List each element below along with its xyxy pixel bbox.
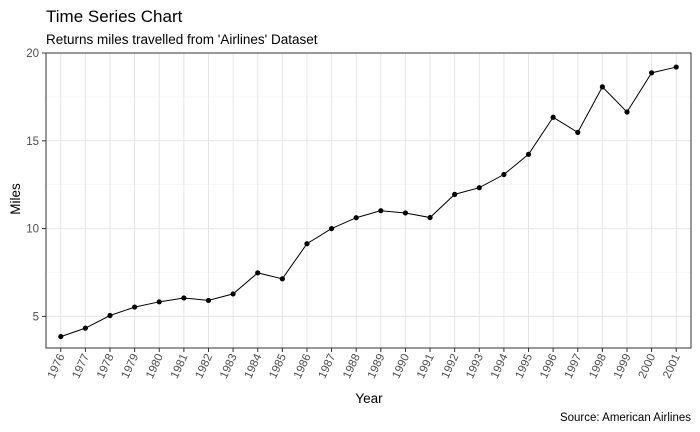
x-tick-label: 1980 [144, 352, 166, 380]
x-tick-label: 1988 [341, 352, 363, 380]
y-tick-label: 20 [26, 48, 39, 60]
x-tick-label: 1999 [612, 352, 634, 380]
x-tick-label: 1984 [243, 352, 265, 381]
data-series [58, 64, 679, 340]
data-point [550, 114, 556, 120]
data-point [378, 208, 384, 214]
data-point [132, 304, 138, 310]
y-tick-label: 5 [33, 311, 39, 323]
x-tick-label: 1994 [489, 352, 511, 381]
x-tick-label: 1989 [366, 352, 388, 380]
data-point [205, 297, 212, 304]
x-tick-label: 2001 [661, 352, 683, 380]
data-point [402, 210, 409, 216]
data-point [255, 270, 261, 276]
data-point [575, 129, 581, 135]
x-tick-label: 1976 [46, 352, 68, 380]
data-point [649, 70, 655, 76]
x-tick-label: 1982 [194, 352, 216, 380]
data-point [181, 295, 187, 301]
data-point [501, 171, 507, 178]
x-tick-label: 1985 [267, 352, 289, 380]
x-tick-label: 1991 [415, 352, 437, 380]
chart-title: Time Series Chart [46, 7, 183, 26]
data-point [624, 109, 630, 115]
x-tick-label: 1983 [218, 352, 240, 380]
x-tick-label: 1998 [587, 352, 609, 380]
y-axis-title: Miles [8, 183, 23, 215]
x-tick-label: 1995 [514, 352, 536, 380]
x-tick-label: 1977 [70, 352, 92, 380]
data-point [82, 325, 88, 331]
x-tick-label: 1986 [292, 352, 314, 380]
x-tick-label: 1990 [390, 352, 412, 380]
x-tick-label: 1979 [120, 352, 142, 380]
data-point [476, 185, 482, 191]
x-tick-label: 1996 [538, 352, 560, 380]
data-point [328, 225, 335, 232]
series-line [60, 66, 677, 338]
data-point [525, 151, 532, 157]
x-tick-label: 2000 [637, 352, 659, 380]
data-point [304, 241, 310, 247]
x-tick-label: 1978 [95, 352, 117, 380]
data-point [673, 64, 679, 70]
x-axis-title: Year [355, 391, 383, 406]
chart-subtitle: Returns miles travelled from 'Airlines' … [46, 32, 318, 47]
data-point [107, 312, 113, 319]
grid [46, 52, 691, 348]
data-point [230, 291, 236, 297]
x-tick-label: 1981 [169, 352, 191, 380]
y-tick-label: 10 [26, 224, 39, 236]
data-point [156, 299, 162, 305]
chart-caption: Source: American Airlines [560, 412, 691, 424]
plot-panel [45, 52, 692, 349]
data-point [452, 191, 458, 197]
x-tick-label: 1997 [563, 352, 585, 380]
data-point [279, 276, 285, 282]
y-tick-label: 15 [26, 136, 39, 148]
data-point [599, 84, 605, 90]
x-tick-label: 1992 [440, 352, 462, 380]
data-point [353, 215, 359, 221]
x-tick-label: 1987 [317, 352, 339, 380]
data-point [427, 214, 433, 221]
data-point [58, 333, 64, 340]
x-tick-label: 1993 [464, 352, 486, 380]
